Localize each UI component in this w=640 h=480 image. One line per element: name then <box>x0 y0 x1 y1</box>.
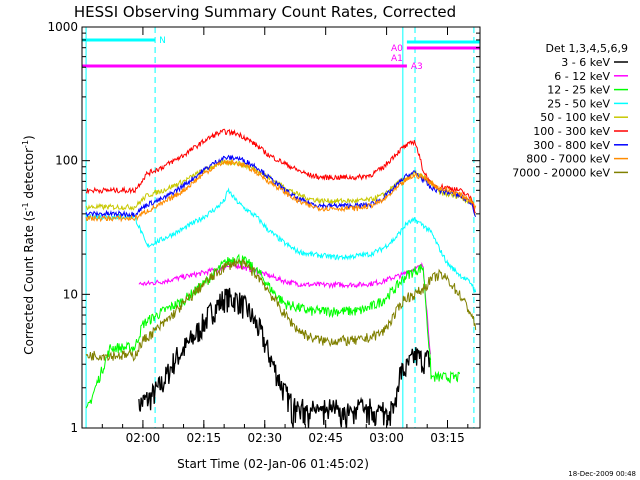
plot-frame <box>81 26 481 429</box>
timestamp: 18-Dec-2009 00:48 <box>568 470 636 478</box>
series-group <box>85 27 477 428</box>
y-tick-label-2: 100 <box>55 154 78 168</box>
legend-entry-7: 800 - 7000 keV <box>526 153 610 166</box>
y-axis-label: Corrected Count Rate (s-1 detector-1) <box>21 135 36 354</box>
y-tick-label-3: 1000 <box>47 20 78 34</box>
legend-entry-8: 7000 - 20000 keV <box>512 166 610 179</box>
y-axis-label-part2: detector <box>22 148 36 203</box>
chart-title: HESSI Observing Summary Count Rates, Cor… <box>74 3 456 21</box>
legend-entry-2: 12 - 25 keV <box>547 84 610 97</box>
legend-entry-1: 6 - 12 keV <box>554 70 610 83</box>
y-axis-label-part3: ) <box>22 135 36 140</box>
legend-entry-0: 3 - 6 keV <box>561 56 610 69</box>
legend-entry-4: 50 - 100 keV <box>540 111 610 124</box>
flag-label-2: A1 <box>391 54 403 64</box>
y-axis-label-sup2: -1 <box>21 140 30 148</box>
y-axis-label-sup1: -1 <box>21 202 30 210</box>
x-tick-label-4: 03:00 <box>369 431 404 445</box>
series-line-7 <box>85 158 477 223</box>
legend-title: Det 1,3,4,5,6,9 <box>545 42 628 55</box>
x-tick-label-5: 03:15 <box>430 431 465 445</box>
series-line-1 <box>138 261 431 355</box>
flag-label-3: A3 <box>411 62 423 72</box>
x-tick-label-1: 02:15 <box>187 431 222 445</box>
series-line-5 <box>85 128 476 214</box>
axes: 02:00 02:15 02:30 02:45 03:00 03:15 1 10 100 1000 <box>47 20 481 445</box>
x-tick-label-2: 02:30 <box>247 431 282 445</box>
x-tick-label-3: 02:45 <box>308 431 343 445</box>
legend-entry-5: 100 - 300 keV <box>533 125 610 138</box>
series-line-6 <box>85 154 477 218</box>
x-axis-label: Start Time (02-Jan-06 01:45:02) <box>177 457 369 471</box>
x-tick-label-0: 02:00 <box>126 431 161 445</box>
y-tick-label-0: 1 <box>70 421 78 435</box>
flag-label-1: A0 <box>391 44 403 54</box>
series-line-3 <box>85 187 477 294</box>
series-line-2 <box>85 253 461 409</box>
y-axis-label-part1: Corrected Count Rate (s <box>22 210 36 354</box>
y-tick-label-1: 10 <box>63 287 78 301</box>
flag-label-0: N <box>159 36 166 46</box>
legend-entry-3: 25 - 50 keV <box>547 97 610 110</box>
series-line-8 <box>85 258 477 362</box>
legend-entry-6: 300 - 800 keV <box>533 139 610 152</box>
series-line-0 <box>138 287 432 428</box>
